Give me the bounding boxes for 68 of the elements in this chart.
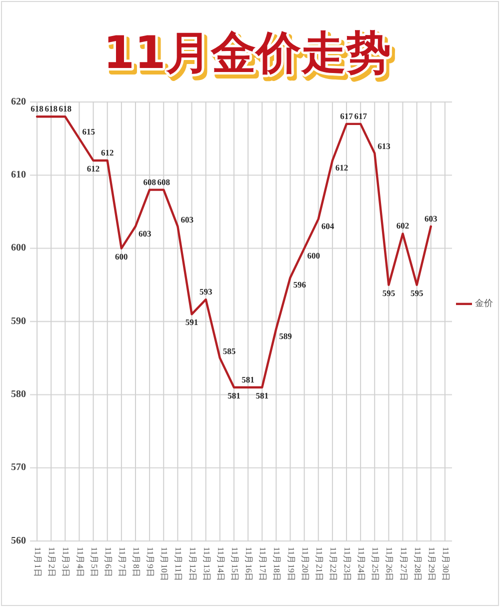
data-label: 600 bbox=[307, 250, 320, 260]
data-label: 581 bbox=[228, 390, 240, 400]
x-tick-label: 11月18日 bbox=[272, 547, 282, 582]
x-tick-label: 11月29日 bbox=[426, 547, 437, 582]
x-tick-label: 11月3日 bbox=[61, 547, 72, 578]
y-tick-label: 570 bbox=[11, 462, 26, 474]
data-label: 618 bbox=[30, 104, 44, 114]
y-tick-label: 590 bbox=[11, 316, 26, 327]
data-label: 617 bbox=[354, 110, 367, 121]
data-label: 615 bbox=[82, 126, 95, 137]
x-tick-label: 11月1日 bbox=[33, 547, 44, 578]
data-label: 617 bbox=[340, 110, 353, 121]
x-tick-label: 11月16日 bbox=[244, 547, 254, 582]
data-label: 581 bbox=[256, 390, 268, 400]
data-label: 595 bbox=[410, 288, 424, 298]
y-tick-label: 580 bbox=[11, 388, 26, 400]
x-tick-label: 11月20日 bbox=[300, 547, 310, 582]
x-tick-label: 11月30日 bbox=[441, 547, 452, 582]
x-tick-label: 11月8日 bbox=[132, 547, 142, 578]
x-tick-label: 11月25日 bbox=[370, 547, 381, 582]
data-label: 612 bbox=[86, 163, 100, 174]
title: 11月金价走势 bbox=[103, 26, 391, 79]
data-label: 604 bbox=[321, 221, 334, 232]
x-tick-label: 11月15日 bbox=[230, 547, 240, 582]
x-tick-label: 11月7日 bbox=[117, 547, 128, 578]
y-tick-label: 610 bbox=[11, 169, 26, 180]
y-tick-label: 620 bbox=[11, 96, 26, 108]
x-tick-label: 11月11日 bbox=[174, 547, 184, 582]
x-tick-label: 11月27日 bbox=[398, 547, 409, 582]
x-tick-label: 11月5日 bbox=[89, 547, 100, 578]
data-label: 608 bbox=[157, 176, 170, 187]
x-tick-label: 11月24日 bbox=[356, 547, 367, 582]
x-tick-label: 11月21日 bbox=[314, 547, 324, 582]
x-tick-label: 11月26日 bbox=[384, 547, 395, 582]
x-tick-label: 11月2日 bbox=[47, 547, 58, 578]
data-label: 591 bbox=[185, 317, 198, 328]
data-label: 603 bbox=[424, 213, 438, 224]
data-label: 595 bbox=[382, 288, 396, 298]
x-tick-label: 11月6日 bbox=[103, 547, 114, 578]
y-tick-label: 560 bbox=[11, 535, 26, 546]
x-tick-label: 11月9日 bbox=[146, 547, 156, 578]
data-label: 612 bbox=[335, 162, 348, 172]
data-label: 613 bbox=[378, 141, 390, 152]
data-label: 600 bbox=[115, 251, 128, 262]
x-tick-label: 11月23日 bbox=[342, 547, 353, 582]
data-label: 581 bbox=[242, 374, 254, 384]
x-tick-label: 11月4日 bbox=[75, 547, 86, 578]
data-label: 602 bbox=[396, 220, 410, 231]
x-tick-label: 11月12日 bbox=[188, 547, 198, 582]
x-tick-label: 11月17日 bbox=[258, 547, 268, 582]
data-label: 612 bbox=[101, 147, 114, 158]
x-tick-label: 11月13日 bbox=[202, 547, 212, 582]
data-label: 608 bbox=[143, 176, 156, 187]
data-label: 593 bbox=[199, 286, 212, 296]
data-label: 589 bbox=[279, 330, 292, 341]
x-tick-label: 11月28日 bbox=[412, 547, 423, 582]
data-label: 603 bbox=[138, 228, 152, 238]
x-tick-label: 11月10日 bbox=[160, 547, 170, 582]
data-label: 596 bbox=[293, 280, 306, 290]
x-tick-label: 11月22日 bbox=[328, 547, 338, 582]
x-tick-label: 11月19日 bbox=[286, 547, 296, 582]
data-label: 618 bbox=[58, 104, 72, 114]
y-tick-label: 600 bbox=[11, 242, 26, 254]
x-tick-label: 11月14日 bbox=[216, 547, 226, 582]
legend-label: 金价 bbox=[475, 298, 493, 308]
data-label: 618 bbox=[44, 104, 58, 114]
data-label: 603 bbox=[180, 214, 194, 224]
data-label: 585 bbox=[222, 346, 236, 356]
